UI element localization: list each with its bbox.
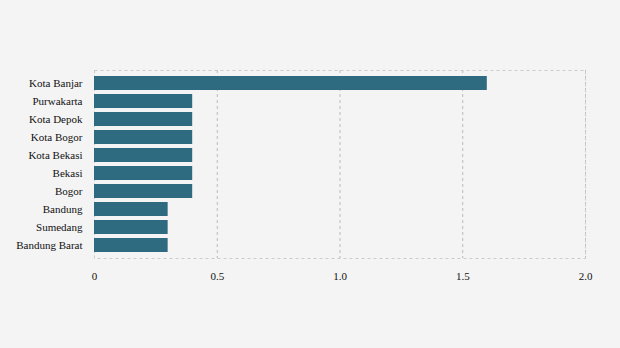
svg-text:2.0: 2.0 bbox=[579, 270, 593, 282]
svg-text:Bekasi: Bekasi bbox=[53, 167, 83, 179]
svg-text:Kota Depok: Kota Depok bbox=[29, 113, 83, 125]
svg-text:0: 0 bbox=[92, 270, 98, 282]
svg-text:Bandung Barat: Bandung Barat bbox=[16, 239, 82, 251]
svg-text:1.0: 1.0 bbox=[333, 270, 347, 282]
svg-text:Sumedang: Sumedang bbox=[36, 221, 83, 233]
svg-text:Kota Banjar: Kota Banjar bbox=[29, 77, 83, 89]
svg-text:Bandung: Bandung bbox=[43, 203, 83, 215]
svg-text:1.5: 1.5 bbox=[456, 270, 470, 282]
svg-text:0.5: 0.5 bbox=[210, 270, 224, 282]
svg-text:Purwakarta: Purwakarta bbox=[32, 95, 82, 107]
svg-text:Bogor: Bogor bbox=[55, 185, 83, 197]
svg-text:Kota Bekasi: Kota Bekasi bbox=[28, 149, 82, 161]
svg-text:Kota Bogor: Kota Bogor bbox=[31, 131, 83, 143]
